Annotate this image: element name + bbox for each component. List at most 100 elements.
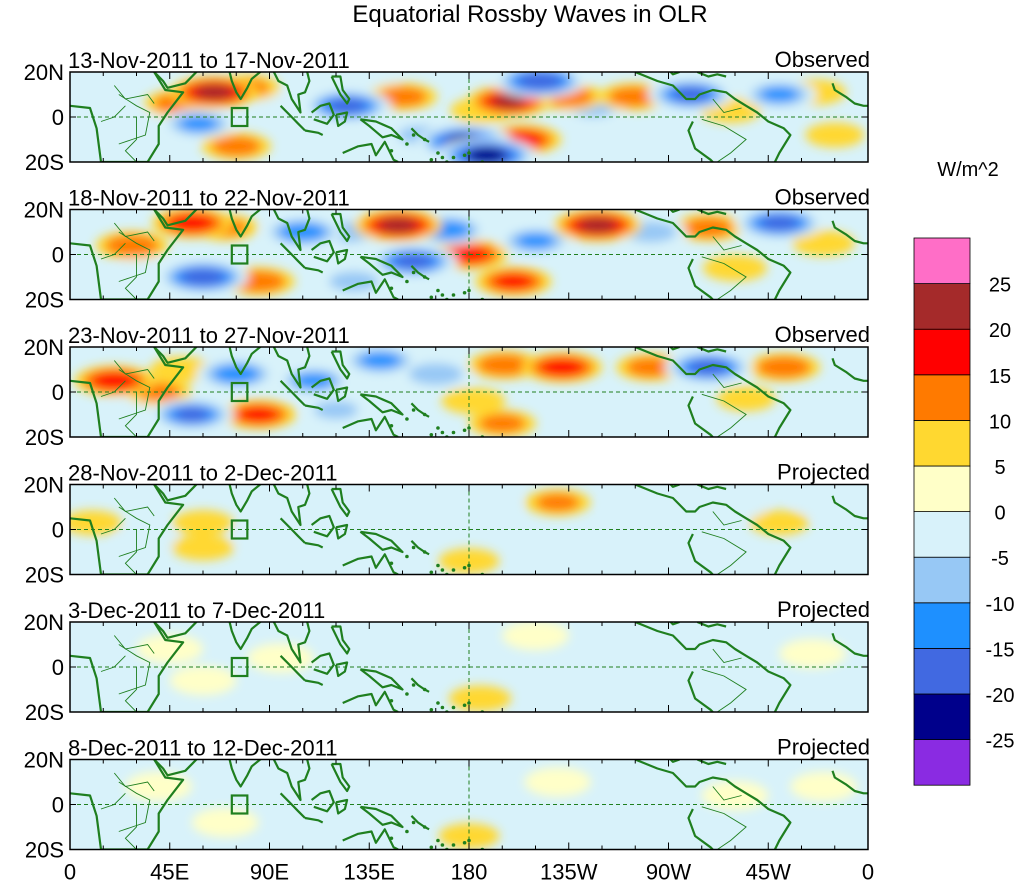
colorbar-label: 15: [989, 366, 1011, 388]
anomaly-cell: [238, 406, 279, 423]
coastline: [696, 209, 727, 216]
country-border: [701, 256, 747, 300]
x-tick-label: 0: [64, 860, 76, 885]
anomaly-cell: [295, 373, 333, 389]
island: [422, 550, 427, 554]
colorbar-swatch: [913, 602, 971, 649]
anomaly-cell: [539, 358, 585, 377]
panel-status: Projected: [777, 735, 870, 760]
anomaly-cell: [441, 387, 506, 415]
anomaly-cell: [706, 641, 764, 666]
coastline: [410, 402, 430, 418]
island: [389, 423, 394, 428]
country-border: [712, 511, 742, 526]
island: [405, 829, 409, 834]
x-tick-label: 45E: [150, 860, 189, 885]
coastline: [334, 248, 349, 265]
coastline: [696, 622, 727, 628]
island: [440, 705, 445, 710]
anomaly-cell: [716, 386, 776, 412]
x-axis: 0 45E 90E 135E 180 135W 90W 45W 0: [64, 860, 874, 885]
colorbar-label: -10: [986, 594, 1015, 616]
coastline: [310, 102, 335, 125]
coastlines: [70, 484, 868, 575]
anomaly-cell: [615, 631, 677, 658]
island: [440, 843, 445, 847]
coastline: [228, 759, 311, 802]
island: [440, 430, 445, 435]
anomaly-cell: [125, 771, 193, 802]
y-tick-label: 20S: [25, 838, 64, 863]
y-tick-label: 0: [52, 518, 64, 543]
island: [405, 417, 409, 421]
coastline: [634, 72, 792, 162]
anomaly-cell: [604, 761, 666, 789]
island: [422, 687, 427, 692]
coastline: [696, 759, 727, 766]
island: [405, 142, 409, 146]
anomaly-field: [70, 209, 868, 300]
coastline: [669, 622, 680, 626]
coastline: [310, 377, 335, 400]
anomaly-cell: [438, 823, 500, 849]
coastline: [101, 759, 185, 850]
coastline: [634, 622, 792, 712]
island: [462, 428, 467, 433]
island: [422, 275, 427, 279]
anomaly-cell: [626, 357, 676, 378]
country-border: [712, 648, 742, 664]
coastline: [304, 266, 324, 274]
colorbar-swatch: [913, 648, 971, 695]
coastline: [70, 379, 103, 437]
island: [405, 692, 409, 696]
island: [436, 426, 440, 430]
anomaly-cell: [478, 414, 526, 433]
coastline: [70, 792, 103, 850]
coastline: [153, 72, 198, 89]
coastline: [304, 679, 324, 686]
island: [429, 157, 434, 162]
anomaly-cell: [105, 234, 160, 257]
coastline: [279, 105, 306, 132]
anomaly-cell: [493, 273, 534, 290]
coastline: [669, 72, 680, 76]
island: [389, 148, 394, 153]
coastline: [687, 808, 714, 850]
colorbar-swatch: [913, 465, 971, 512]
y-tick-label: 0: [52, 105, 64, 130]
panel: 20N 0 20S 13-Nov-2011 to 17-Nov-2011 Observe…: [24, 47, 870, 175]
coastline: [696, 347, 727, 353]
coastline: [310, 514, 335, 538]
y-tick-label: 20S: [25, 150, 64, 175]
anomaly-cell: [448, 685, 512, 712]
anomaly-cell: [461, 490, 521, 515]
anomaly-cell: [535, 493, 580, 512]
coastline: [342, 278, 399, 300]
anomaly-cell: [194, 84, 234, 100]
colorbar-swatch: [913, 739, 971, 786]
y-tick-label: 20S: [25, 563, 64, 588]
coastline: [342, 415, 399, 437]
coastline: [334, 523, 349, 540]
anomaly-cell: [760, 87, 799, 102]
x-tick-label: 135E: [344, 860, 395, 885]
coastlines: [70, 209, 868, 300]
panel: 20N 0 20S 28-Nov-2011 to 2-Dec-2011 Projecte…: [24, 460, 870, 588]
anomaly-cell: [211, 136, 261, 157]
island: [440, 155, 445, 160]
coastline: [228, 484, 311, 527]
coastline: [334, 386, 349, 403]
anomaly-field: [70, 622, 868, 712]
coastline: [330, 212, 351, 243]
coastline: [359, 255, 404, 279]
colorbar-swatch: [913, 283, 971, 330]
anomaly-cell: [477, 354, 532, 376]
anomaly-cell: [672, 87, 709, 102]
coastline: [696, 72, 727, 78]
coastline: [101, 347, 185, 437]
panel: 20N 0 20S 8-Dec-2011 to 12-Dec-2011 Projecte…: [24, 735, 870, 863]
panel-date-range: 23-Nov-2011 to 27-Nov-2011: [68, 323, 350, 348]
coastline: [831, 82, 868, 107]
anomaly-cell: [408, 363, 463, 385]
coastline: [310, 652, 335, 675]
